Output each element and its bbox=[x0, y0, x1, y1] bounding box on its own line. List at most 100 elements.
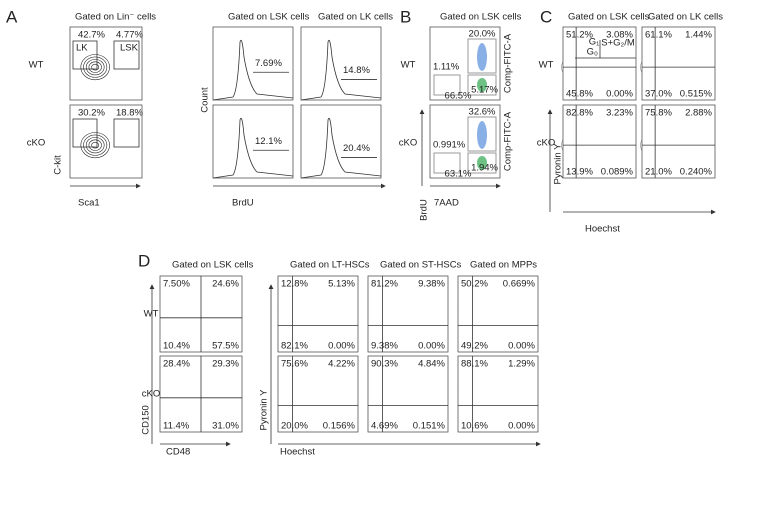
fitc-label: Comp-FITC-A bbox=[503, 111, 514, 171]
density bbox=[477, 156, 487, 170]
row-label: cKO bbox=[27, 138, 45, 149]
label: 21.0% bbox=[645, 167, 672, 178]
contour bbox=[91, 63, 100, 71]
label: 82.8% bbox=[566, 108, 593, 119]
label: 20.0% bbox=[281, 421, 308, 432]
label: 20.4% bbox=[343, 143, 370, 154]
gate bbox=[72, 118, 98, 148]
contour bbox=[80, 54, 110, 81]
label: 0.089% bbox=[601, 167, 634, 178]
label: 50.2% bbox=[461, 279, 488, 290]
histogram-curve bbox=[212, 39, 294, 101]
plot-frame bbox=[277, 275, 359, 353]
label: Gated on ST-HSCs bbox=[380, 260, 462, 271]
label: 88.1% bbox=[461, 359, 488, 370]
row-label: cKO bbox=[142, 389, 160, 400]
label: 5.13% bbox=[328, 279, 355, 290]
plot-frame bbox=[562, 104, 637, 179]
label: 1.29% bbox=[508, 359, 535, 370]
label: 10.6% bbox=[461, 421, 488, 432]
label: 0.991% bbox=[433, 140, 466, 151]
label: 0.00% bbox=[508, 341, 535, 352]
label: 2.88% bbox=[685, 108, 712, 119]
axis-label: BrdU bbox=[419, 199, 430, 221]
label: 0.515% bbox=[680, 89, 713, 100]
panel-letter: A bbox=[6, 7, 18, 26]
gate bbox=[467, 38, 497, 74]
label: LK bbox=[76, 43, 88, 54]
row-label: WT bbox=[29, 60, 44, 71]
label: 0.240% bbox=[680, 167, 713, 178]
label: Gated on LT-HSCs bbox=[290, 260, 370, 271]
gate bbox=[467, 74, 497, 96]
panel-letter: B bbox=[400, 7, 411, 26]
gate bbox=[433, 74, 461, 96]
label: 0.00% bbox=[328, 341, 355, 352]
label: 7.69% bbox=[255, 58, 282, 69]
label: 1.11% bbox=[433, 62, 460, 73]
fitc-label: Comp-FITC-A bbox=[503, 33, 514, 93]
label: 7AAD bbox=[434, 198, 459, 209]
contour bbox=[88, 139, 102, 151]
plot-frame bbox=[277, 355, 359, 433]
label: 4.84% bbox=[418, 359, 445, 370]
histogram-curve bbox=[300, 39, 382, 101]
label: CD48 bbox=[166, 447, 190, 458]
label: 0.00% bbox=[418, 341, 445, 352]
gate bbox=[433, 152, 461, 174]
label: 45.8% bbox=[566, 89, 593, 100]
label: 4.69% bbox=[371, 421, 398, 432]
plot-frame bbox=[562, 26, 637, 101]
label: 9.38% bbox=[418, 279, 445, 290]
label: 82.1% bbox=[281, 341, 308, 352]
label: 11.4% bbox=[163, 421, 190, 432]
plot-frame bbox=[457, 355, 539, 433]
density bbox=[477, 43, 487, 71]
label: 63.1% bbox=[445, 169, 472, 180]
label: 14.8% bbox=[343, 65, 370, 76]
axis-label: CD150 bbox=[141, 405, 152, 435]
contour bbox=[80, 132, 110, 159]
axis-label: Pyronin Y bbox=[259, 389, 270, 431]
gate bbox=[467, 116, 497, 152]
label: Gated on LK cells bbox=[648, 12, 723, 23]
label: 90.3% bbox=[371, 359, 398, 370]
label: 31.0% bbox=[212, 421, 239, 432]
label: Gated on MPPs bbox=[470, 260, 537, 271]
label: BrdU bbox=[232, 198, 254, 209]
label: 66.5% bbox=[445, 91, 472, 102]
label: 0.156% bbox=[323, 421, 356, 432]
axis-label: Count bbox=[200, 87, 211, 113]
label: Hoechst bbox=[585, 224, 620, 235]
panel-letter: C bbox=[540, 7, 552, 26]
label: S+G₂/M bbox=[601, 38, 635, 49]
label: Gated on LSK cells bbox=[172, 260, 254, 271]
label: 29.3% bbox=[212, 359, 239, 370]
contour bbox=[85, 137, 105, 154]
label: 51.2% bbox=[566, 30, 593, 41]
label: 1.94% bbox=[471, 163, 498, 174]
label: 10.4% bbox=[163, 341, 190, 352]
label: G₀ bbox=[587, 47, 598, 58]
label: 7.50% bbox=[163, 279, 190, 290]
label: 9.38% bbox=[371, 341, 398, 352]
label: 0.151% bbox=[413, 421, 446, 432]
label: 32.6% bbox=[469, 107, 496, 118]
label: 75.6% bbox=[281, 359, 308, 370]
density bbox=[477, 78, 487, 92]
panel-letter: D bbox=[138, 251, 150, 270]
label: 81.2% bbox=[371, 279, 398, 290]
plot-frame bbox=[641, 104, 716, 179]
gate bbox=[72, 40, 98, 70]
gate bbox=[467, 152, 497, 174]
label: Gated on LSK cells bbox=[568, 12, 650, 23]
label: Gated on LSK cells bbox=[228, 12, 310, 23]
label: 18.8% bbox=[116, 108, 143, 119]
label: Gated on LK cells bbox=[318, 12, 393, 23]
label: 37.0% bbox=[645, 89, 672, 100]
contour bbox=[88, 61, 102, 73]
contour bbox=[91, 141, 100, 149]
label: 3.23% bbox=[606, 108, 633, 119]
label: 57.5% bbox=[212, 341, 239, 352]
